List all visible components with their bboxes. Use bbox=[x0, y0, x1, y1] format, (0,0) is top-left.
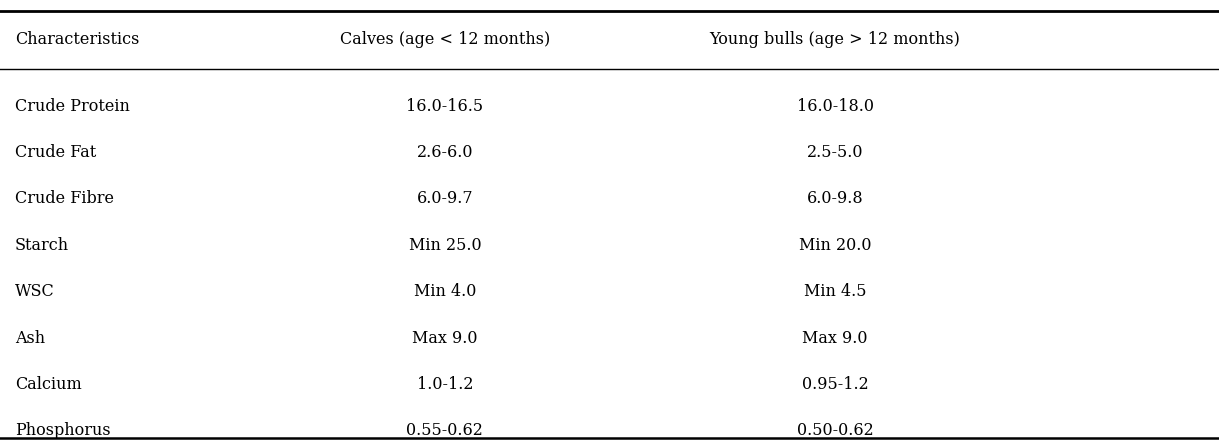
Text: Ash: Ash bbox=[15, 330, 45, 347]
Text: Young bulls (age > 12 months): Young bulls (age > 12 months) bbox=[709, 31, 961, 48]
Text: WSC: WSC bbox=[15, 283, 55, 300]
Text: Characteristics: Characteristics bbox=[15, 31, 139, 48]
Text: 1.0-1.2: 1.0-1.2 bbox=[417, 376, 473, 393]
Text: 0.95-1.2: 0.95-1.2 bbox=[802, 376, 868, 393]
Text: Min 4.0: Min 4.0 bbox=[413, 283, 477, 300]
Text: 2.5-5.0: 2.5-5.0 bbox=[807, 144, 863, 161]
Text: 16.0-18.0: 16.0-18.0 bbox=[796, 98, 874, 115]
Text: Min 4.5: Min 4.5 bbox=[803, 283, 867, 300]
Text: Crude Fat: Crude Fat bbox=[15, 144, 96, 161]
Text: Max 9.0: Max 9.0 bbox=[412, 330, 478, 347]
Text: 6.0-9.7: 6.0-9.7 bbox=[417, 190, 473, 207]
Text: 16.0-16.5: 16.0-16.5 bbox=[406, 98, 484, 115]
Text: Min 25.0: Min 25.0 bbox=[408, 237, 482, 254]
Text: 6.0-9.8: 6.0-9.8 bbox=[807, 190, 863, 207]
Text: Calcium: Calcium bbox=[15, 376, 82, 393]
Text: 0.55-0.62: 0.55-0.62 bbox=[406, 422, 484, 439]
Text: Starch: Starch bbox=[15, 237, 68, 254]
Text: Phosphorus: Phosphorus bbox=[15, 422, 110, 439]
Text: Min 20.0: Min 20.0 bbox=[798, 237, 872, 254]
Text: Max 9.0: Max 9.0 bbox=[802, 330, 868, 347]
Text: 0.50-0.62: 0.50-0.62 bbox=[797, 422, 873, 439]
Text: Crude Protein: Crude Protein bbox=[15, 98, 129, 115]
Text: 2.6-6.0: 2.6-6.0 bbox=[417, 144, 473, 161]
Text: Crude Fibre: Crude Fibre bbox=[15, 190, 113, 207]
Text: Calves (age < 12 months): Calves (age < 12 months) bbox=[340, 31, 550, 48]
